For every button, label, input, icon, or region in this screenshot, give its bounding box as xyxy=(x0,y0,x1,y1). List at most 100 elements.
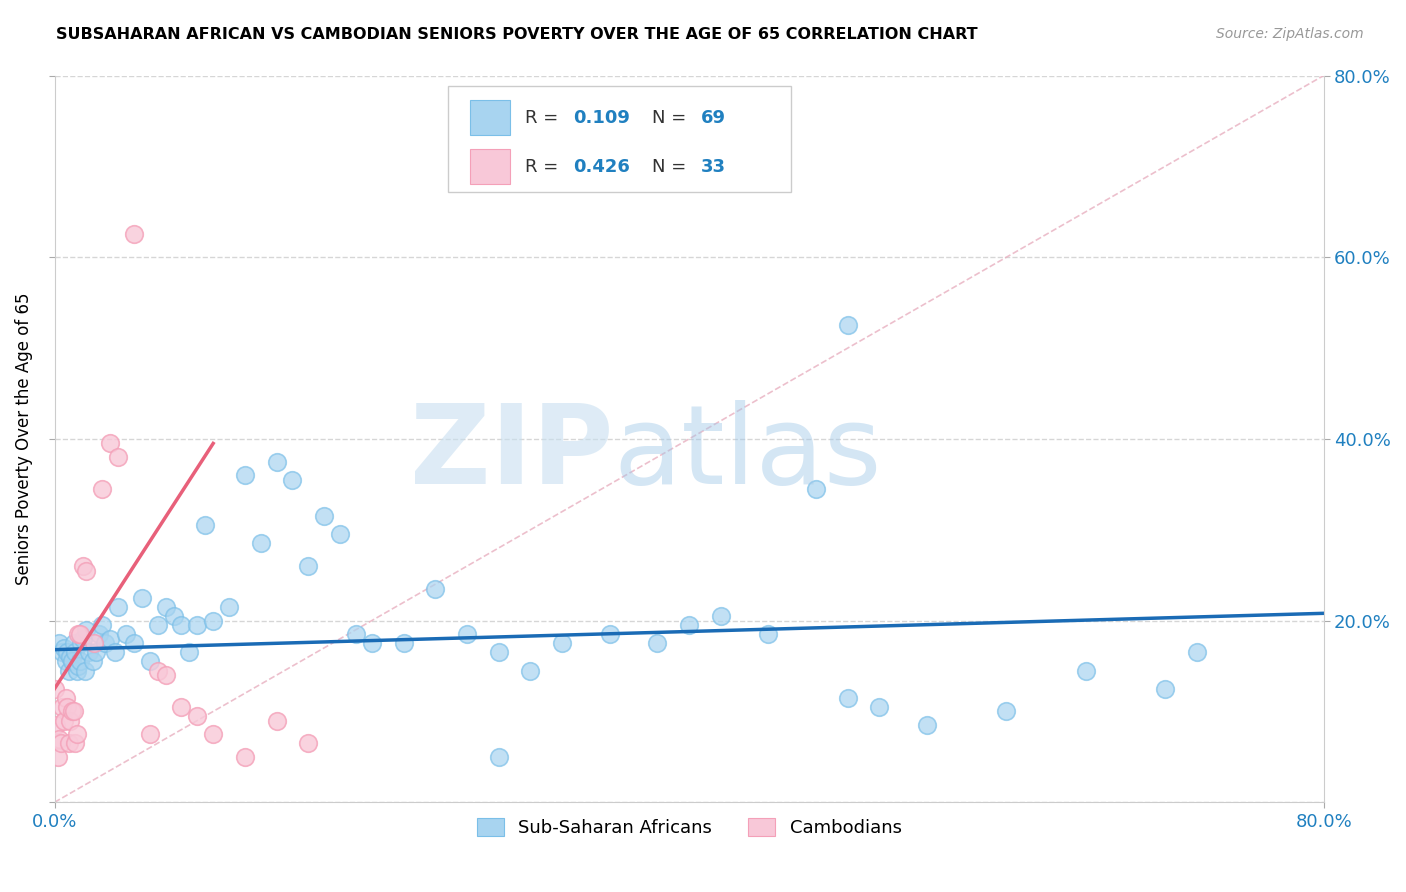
Text: 33: 33 xyxy=(700,158,725,176)
Point xyxy=(155,668,177,682)
Point xyxy=(162,609,184,624)
Point xyxy=(266,454,288,468)
Point xyxy=(146,664,169,678)
Point xyxy=(678,618,700,632)
Point xyxy=(170,618,193,632)
Point xyxy=(48,731,70,746)
Text: R =: R = xyxy=(526,109,564,127)
Point xyxy=(48,636,70,650)
Point xyxy=(45,718,67,732)
Point xyxy=(138,655,160,669)
Point xyxy=(218,599,240,614)
Point xyxy=(314,509,336,524)
Point xyxy=(44,681,66,696)
Point xyxy=(392,636,415,650)
Point xyxy=(49,736,72,750)
Point xyxy=(73,664,96,678)
Point xyxy=(233,749,256,764)
Point xyxy=(329,527,352,541)
Point xyxy=(915,718,938,732)
Point xyxy=(79,645,101,659)
Point xyxy=(72,559,94,574)
Point xyxy=(233,468,256,483)
FancyBboxPatch shape xyxy=(449,87,790,192)
Text: N =: N = xyxy=(652,109,692,127)
Point xyxy=(179,645,201,659)
FancyBboxPatch shape xyxy=(470,101,510,135)
Point xyxy=(131,591,153,605)
Text: N =: N = xyxy=(652,158,692,176)
Point xyxy=(249,536,271,550)
Point xyxy=(146,618,169,632)
Point xyxy=(647,636,669,650)
Point xyxy=(281,473,304,487)
Point xyxy=(63,645,86,659)
FancyBboxPatch shape xyxy=(470,150,510,184)
Point xyxy=(69,655,91,669)
Point xyxy=(82,655,104,669)
Point xyxy=(758,627,780,641)
Point xyxy=(456,627,478,641)
Point xyxy=(837,318,859,333)
Point xyxy=(155,599,177,614)
Point xyxy=(63,736,86,750)
Point xyxy=(60,655,83,669)
Point xyxy=(115,627,138,641)
Point xyxy=(344,627,367,641)
Point xyxy=(804,482,827,496)
Point xyxy=(599,627,621,641)
Text: atlas: atlas xyxy=(613,400,882,507)
Y-axis label: Seniors Poverty Over the Age of 65: Seniors Poverty Over the Age of 65 xyxy=(15,293,32,585)
Point xyxy=(488,749,510,764)
Point xyxy=(360,636,382,650)
Point xyxy=(297,559,319,574)
Point xyxy=(194,518,217,533)
Point xyxy=(551,636,574,650)
Point xyxy=(98,632,121,646)
Text: R =: R = xyxy=(526,158,564,176)
Point xyxy=(202,614,225,628)
Point xyxy=(69,627,91,641)
Point xyxy=(60,705,83,719)
Point xyxy=(55,655,77,669)
Point xyxy=(72,632,94,646)
Point xyxy=(84,645,107,659)
Point xyxy=(122,636,145,650)
Point xyxy=(58,736,80,750)
Point xyxy=(51,645,73,659)
Point xyxy=(55,690,77,705)
Point xyxy=(710,609,733,624)
Point xyxy=(53,714,76,728)
Text: SUBSAHARAN AFRICAN VS CAMBODIAN SENIORS POVERTY OVER THE AGE OF 65 CORRELATION C: SUBSAHARAN AFRICAN VS CAMBODIAN SENIORS … xyxy=(56,27,977,42)
Point xyxy=(519,664,541,678)
Point xyxy=(425,582,447,596)
Point xyxy=(56,645,79,659)
Point xyxy=(98,436,121,450)
Point xyxy=(837,690,859,705)
Point xyxy=(70,636,93,650)
Point xyxy=(202,727,225,741)
Point xyxy=(75,564,97,578)
Point xyxy=(91,618,114,632)
Point xyxy=(87,627,110,641)
Point xyxy=(66,664,89,678)
Point xyxy=(59,714,82,728)
Point xyxy=(104,645,127,659)
Point xyxy=(58,664,80,678)
Point xyxy=(1154,681,1177,696)
Point xyxy=(62,636,84,650)
Point xyxy=(59,649,82,664)
Point xyxy=(46,749,69,764)
Point xyxy=(107,599,129,614)
Point xyxy=(67,627,90,641)
Point xyxy=(869,699,891,714)
Point xyxy=(122,227,145,242)
Point xyxy=(186,709,208,723)
Point xyxy=(75,623,97,637)
Point xyxy=(1185,645,1208,659)
Point xyxy=(67,659,90,673)
Point xyxy=(83,636,105,650)
Point xyxy=(62,705,84,719)
Point xyxy=(297,736,319,750)
Point xyxy=(995,705,1018,719)
